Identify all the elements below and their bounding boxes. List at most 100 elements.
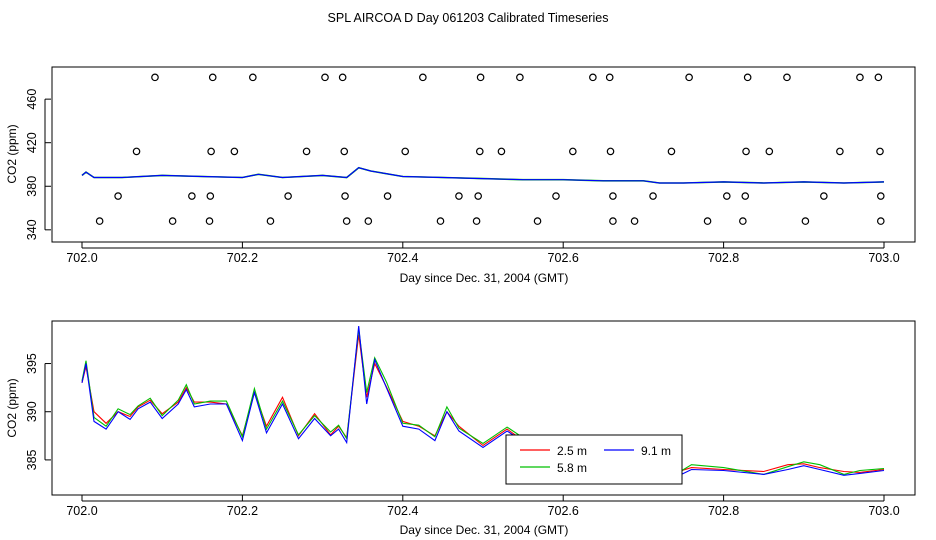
data-point-marker	[302, 147, 311, 156]
x-tick-label: 702.8	[708, 251, 739, 265]
data-point-marker	[667, 147, 676, 156]
data-point-marker	[765, 147, 774, 156]
series-line-blue	[81, 167, 885, 184]
data-point-marker	[95, 217, 104, 225]
data-point-marker	[609, 217, 617, 225]
data-point-marker	[856, 73, 864, 82]
data-point-marker	[569, 147, 577, 156]
x-tick-label: 702.8	[708, 504, 739, 518]
data-point-marker	[874, 73, 883, 82]
y-tick-label: 395	[25, 353, 39, 374]
data-point-marker	[876, 217, 885, 225]
y-axis: 340 380 420 460	[25, 89, 51, 240]
data-point-marker	[497, 147, 506, 156]
series-line-green	[81, 166, 885, 184]
legend-label-5-8m: 5.8 m	[557, 461, 587, 475]
series-line-5-8m	[81, 328, 885, 476]
y-tick-label: 380	[25, 176, 39, 197]
data-point-marker	[230, 147, 239, 156]
legend-label-9-1m: 9.1 m	[641, 444, 671, 458]
data-point-marker	[342, 217, 351, 225]
data-point-marker	[741, 192, 750, 200]
data-point-marker	[364, 217, 373, 225]
y-tick-label: 385	[25, 449, 39, 470]
x-tick-label: 703.0	[868, 504, 899, 518]
x-tick-label: 702.6	[548, 251, 579, 265]
data-point-marker	[685, 73, 693, 82]
data-point-marker	[606, 147, 615, 156]
legend-label-2-5m: 2.5 m	[557, 444, 587, 458]
x-tick-label: 703.0	[868, 251, 899, 265]
data-point-marker	[605, 73, 614, 82]
data-point-marker	[419, 73, 427, 82]
x-tick-label: 702.6	[548, 504, 579, 518]
line-layer	[81, 166, 885, 184]
data-point-marker	[455, 192, 463, 200]
y-axis: 385 390 395	[25, 353, 51, 470]
plot-frame	[51, 66, 916, 243]
data-point-marker	[820, 192, 828, 200]
data-point-marker	[876, 147, 884, 156]
data-point-marker	[151, 73, 159, 82]
legend-box	[505, 434, 683, 485]
data-point-marker	[516, 73, 524, 82]
data-point-marker	[205, 217, 214, 225]
plot-frame	[51, 320, 916, 496]
x-tick-label: 702.4	[387, 251, 418, 265]
data-point-marker	[249, 73, 257, 82]
data-point-marker	[338, 73, 347, 82]
x-tick-label: 702.0	[66, 251, 97, 265]
x-tick-label: 702.0	[66, 504, 97, 518]
data-point-marker	[742, 147, 750, 156]
x-tick-label: 702.2	[227, 504, 258, 518]
data-point-marker	[266, 217, 275, 225]
data-point-marker	[552, 192, 560, 200]
y-tick-label: 340	[25, 219, 39, 240]
page-title: SPL AIRCOA D Day 061203 Calibrated Times…	[328, 11, 609, 25]
bottom-plot: CO2 (ppm) Day since Dec. 31, 2004 (GMT) …	[5, 320, 916, 537]
data-point-marker	[168, 217, 177, 225]
data-point-marker	[114, 192, 122, 200]
x-axis-label: Day since Dec. 31, 2004 (GMT)	[400, 271, 569, 285]
data-point-marker	[703, 217, 712, 225]
data-point-marker	[474, 192, 482, 200]
data-point-marker	[208, 73, 217, 82]
series-line-2-5m	[81, 334, 885, 473]
data-point-marker	[723, 192, 731, 200]
data-point-marker	[321, 73, 329, 82]
x-axis: 702.0 702.2 702.4 702.6 702.8 703.0	[66, 495, 900, 518]
series-layer	[81, 325, 885, 478]
data-point-marker	[630, 217, 639, 225]
data-point-marker	[188, 192, 196, 200]
data-point-marker	[589, 73, 597, 82]
data-point-marker	[206, 192, 215, 200]
y-tick-label: 460	[25, 89, 39, 110]
legend: 2.5 m 9.1 m 5.8 m	[505, 434, 683, 485]
data-point-marker	[876, 192, 885, 200]
data-point-marker	[609, 192, 617, 200]
x-axis-label: Day since Dec. 31, 2004 (GMT)	[400, 523, 569, 537]
data-point-marker	[801, 217, 810, 225]
data-point-marker	[340, 147, 349, 156]
data-point-marker	[783, 73, 791, 82]
data-point-marker	[401, 147, 410, 156]
data-point-marker	[436, 217, 445, 225]
data-point-marker	[472, 217, 481, 225]
top-plot: CO2 (ppm) Day since Dec. 31, 2004 (GMT) …	[5, 66, 916, 285]
y-axis-label: CO2 (ppm)	[5, 378, 19, 437]
x-tick-label: 702.4	[387, 504, 418, 518]
y-tick-label: 420	[25, 132, 39, 153]
data-point-marker	[533, 217, 542, 225]
data-point-marker	[132, 147, 141, 156]
data-point-marker	[739, 217, 747, 225]
y-tick-label: 390	[25, 401, 39, 422]
marker-layer	[95, 73, 885, 225]
data-point-marker	[284, 192, 292, 200]
data-point-marker	[207, 147, 215, 156]
y-axis-label: CO2 (ppm)	[5, 124, 19, 183]
x-tick-label: 702.2	[227, 251, 258, 265]
data-point-marker	[649, 192, 657, 200]
data-point-marker	[836, 147, 844, 156]
data-point-marker	[383, 192, 392, 200]
